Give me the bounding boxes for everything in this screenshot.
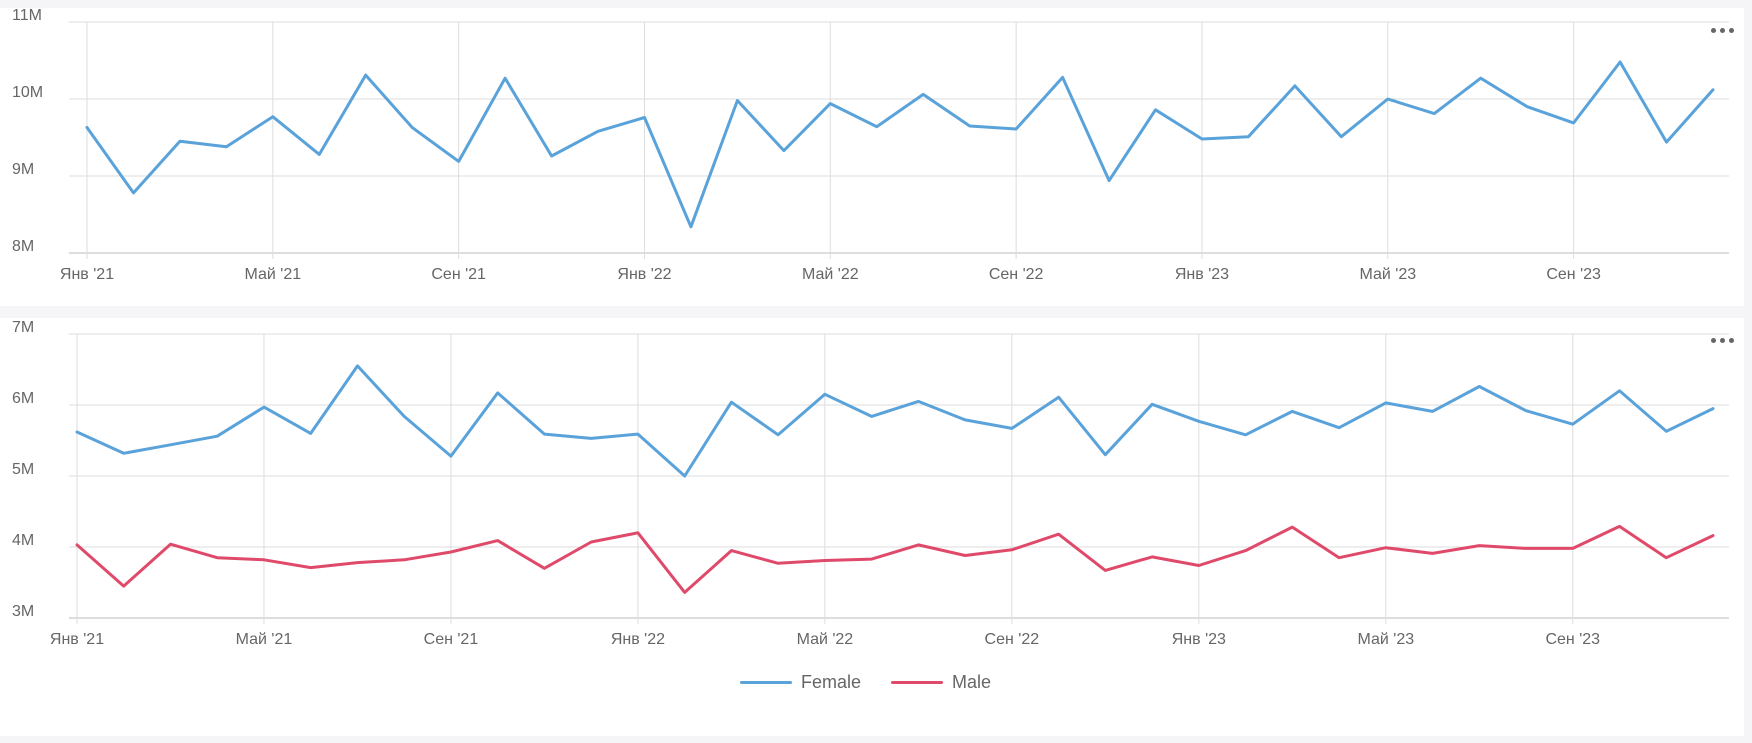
x-tick-label: Сен '23 — [1545, 631, 1600, 648]
x-tick-label: Янв '21 — [60, 266, 114, 283]
x-tick-label: Янв '22 — [611, 631, 665, 648]
y-tick-label: 11M — [12, 7, 42, 24]
x-tick-label: Сен '21 — [431, 266, 486, 283]
series-line-female[interactable] — [75, 364, 1715, 478]
x-tick-label: Май '22 — [797, 631, 854, 648]
x-tick-label: Сен '22 — [985, 631, 1040, 648]
x-tick-label: Янв '21 — [50, 631, 104, 648]
chart-menu-icon[interactable] — [1708, 22, 1738, 38]
y-tick-label: 9M — [12, 161, 34, 178]
x-tick-label: Май '22 — [802, 266, 859, 283]
x-tick-label: Янв '23 — [1172, 631, 1226, 648]
x-tick-label: Сен '22 — [989, 266, 1044, 283]
x-tick-label: Май '23 — [1357, 631, 1414, 648]
y-tick-label: 5M — [12, 461, 34, 478]
x-tick-label: Янв '23 — [1175, 266, 1229, 283]
chart-menu-icon[interactable] — [1708, 332, 1738, 348]
legend-label-male: Male — [952, 672, 992, 692]
legend: Female Male — [740, 672, 991, 693]
legend-swatch-female — [740, 681, 792, 684]
x-tick-label: Янв '22 — [617, 266, 671, 283]
x-tick-label: Май '23 — [1359, 266, 1416, 283]
y-tick-label: 6M — [12, 390, 34, 407]
chart-panel-top: 8M 9M 10M 11M Янв '21 Май '21 Сен '21 Янв '22 Ма… — [0, 7, 1744, 306]
y-tick-label: 3M — [12, 603, 34, 620]
series-line-0[interactable] — [85, 60, 1715, 229]
series-line-male[interactable] — [75, 524, 1715, 594]
legend-item-male[interactable]: Male — [891, 672, 991, 693]
legend-label-female: Female — [801, 672, 862, 692]
x-tick-label: Сен '23 — [1546, 266, 1601, 283]
y-tick-label: 7M — [12, 319, 34, 336]
legend-swatch-male — [891, 681, 944, 684]
chart-panel-bottom: 3M 4M 5M 6M 7M Янв '21 Май '21 Сен '21 Янв '22 Ма… — [0, 318, 1744, 736]
chart-bottom: 3M 4M 5M 6M 7M Янв '21 Май '21 Сен '21 Янв '22 Ма… — [12, 319, 1729, 648]
y-tick-label: 8M — [12, 238, 34, 255]
x-tick-label: Май '21 — [245, 266, 302, 283]
x-tick-label: Май '21 — [236, 631, 293, 648]
y-tick-label: 4M — [12, 532, 34, 549]
chart-top: 8M 9M 10M 11M Янв '21 Май '21 Сен '21 Янв '22 Ма… — [12, 7, 1729, 283]
legend-item-female[interactable]: Female — [740, 672, 861, 693]
y-tick-label: 10M — [12, 84, 43, 101]
x-tick-label: Сен '21 — [424, 631, 479, 648]
